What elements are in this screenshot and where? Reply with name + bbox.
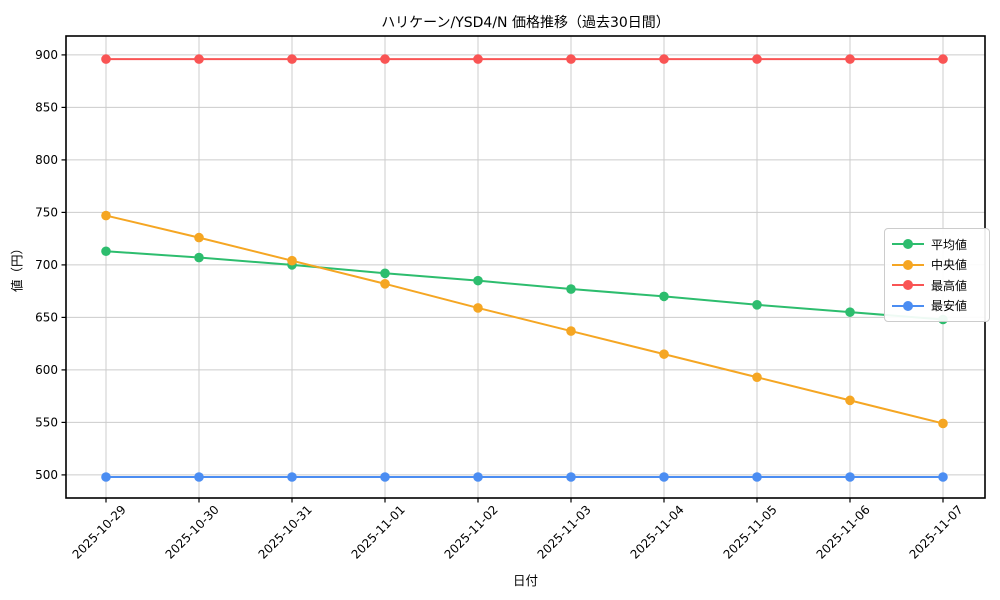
data-point-中央値 [845,395,855,406]
y-tick-label: 900 [35,48,58,62]
x-tick-label: 2025-11-05 [721,503,780,562]
data-point-中央値 [287,255,297,266]
x-tick-label: 2025-11-03 [535,503,594,562]
data-point-中央値 [566,326,576,336]
legend-item-最安値: 最安値 [892,296,982,317]
data-point-最安値 [194,472,204,482]
data-point-最安値 [287,472,297,482]
data-point-平均値 [194,252,204,263]
data-point-中央値 [752,372,762,383]
chart-legend: 平均値中央値最高値最安値 [884,228,990,322]
data-point-最高値 [938,54,948,64]
y-tick-label: 700 [35,258,58,272]
legend-marker-icon [892,259,924,270]
legend-marker-icon [892,239,924,250]
y-tick-label: 600 [35,363,58,377]
data-point-最高値 [659,54,669,64]
x-tick-label: 2025-11-04 [628,503,687,562]
x-tick-label: 2025-11-06 [814,503,873,562]
data-point-最高値 [473,54,483,64]
legend-item-中央値: 中央値 [892,255,982,276]
legend-marker-icon [892,280,924,291]
series-line-中央値 [105,214,944,425]
data-point-中央値 [659,349,669,359]
data-point-最安値 [566,472,576,482]
x-tick-label: 2025-10-29 [70,503,129,562]
series-line-平均値 [105,250,944,321]
legend-label: 最安値 [931,299,968,314]
legend-label: 最高値 [931,278,968,293]
data-point-最安値 [938,472,948,482]
data-point-最高値 [287,54,297,64]
y-tick-label: 750 [35,206,58,220]
data-point-平均値 [473,275,483,286]
data-point-中央値 [938,418,948,429]
y-tick-label: 550 [35,416,58,430]
data-point-中央値 [194,232,204,243]
legend-item-平均値: 平均値 [892,234,982,255]
data-point-中央値 [101,210,111,221]
data-point-最安値 [101,472,111,482]
data-point-最安値 [845,472,855,482]
legend-item-最高値: 最高値 [892,275,982,296]
y-tick-label: 800 [35,153,58,167]
chart-title: ハリケーン/YSD4/N 価格推移（過去30日間） [381,15,670,31]
y-tick-label: 500 [35,468,58,482]
data-point-平均値 [845,307,855,317]
data-point-最高値 [566,54,576,64]
data-point-平均値 [380,268,390,279]
x-tick-label: 2025-10-30 [163,503,222,562]
data-point-平均値 [101,246,111,257]
y-tick-label: 650 [35,311,58,325]
data-point-平均値 [566,284,576,294]
legend-label: 中央値 [931,258,968,273]
x-axis-label: 日付 [512,573,538,588]
plot-border [65,35,986,499]
y-tick-label: 850 [35,101,58,115]
legend-label: 平均値 [931,237,968,252]
data-point-最高値 [194,54,204,64]
data-point-最高値 [752,54,762,64]
data-point-平均値 [752,300,762,310]
data-point-平均値 [659,291,669,302]
data-point-最安値 [473,472,483,482]
data-point-最安値 [380,472,390,482]
x-tick-label: 2025-11-02 [442,503,501,562]
data-point-中央値 [473,303,483,313]
data-point-最高値 [101,54,111,64]
y-axis-label: 値（円） [9,241,25,293]
data-point-最高値 [380,54,390,64]
x-tick-label: 2025-11-07 [907,503,966,562]
data-point-最安値 [659,472,669,482]
legend-marker-icon [892,300,924,311]
data-point-中央値 [380,279,390,289]
x-tick-label: 2025-11-01 [349,503,408,562]
data-point-最安値 [752,472,762,482]
x-tick-label: 2025-10-31 [256,503,315,562]
data-point-最高値 [845,54,855,64]
